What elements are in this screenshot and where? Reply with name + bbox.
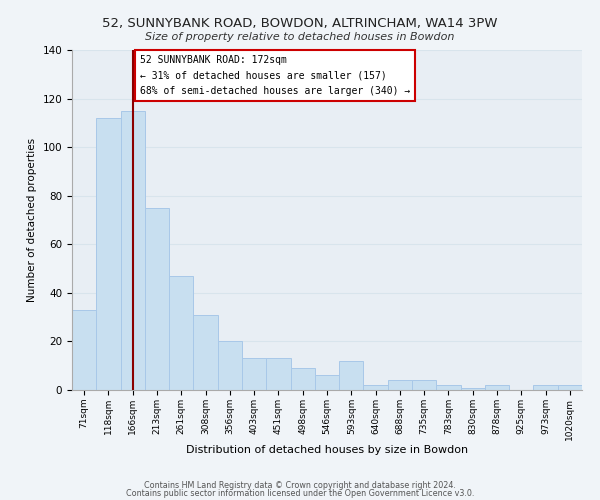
Bar: [461, 388, 485, 390]
Bar: [533, 385, 558, 390]
Bar: [485, 385, 509, 390]
Bar: [364, 385, 388, 390]
Bar: [266, 358, 290, 390]
Bar: [388, 380, 412, 390]
Bar: [558, 385, 582, 390]
Bar: [169, 276, 193, 390]
Bar: [96, 118, 121, 390]
Text: 52 SUNNYBANK ROAD: 172sqm
← 31% of detached houses are smaller (157)
68% of semi: 52 SUNNYBANK ROAD: 172sqm ← 31% of detac…: [140, 55, 410, 96]
Y-axis label: Number of detached properties: Number of detached properties: [27, 138, 37, 302]
X-axis label: Distribution of detached houses by size in Bowdon: Distribution of detached houses by size …: [186, 445, 468, 455]
Bar: [315, 376, 339, 390]
Bar: [339, 361, 364, 390]
Bar: [242, 358, 266, 390]
Text: Contains HM Land Registry data © Crown copyright and database right 2024.: Contains HM Land Registry data © Crown c…: [144, 480, 456, 490]
Text: Size of property relative to detached houses in Bowdon: Size of property relative to detached ho…: [145, 32, 455, 42]
Bar: [145, 208, 169, 390]
Bar: [290, 368, 315, 390]
Bar: [193, 314, 218, 390]
Bar: [121, 110, 145, 390]
Bar: [72, 310, 96, 390]
Bar: [436, 385, 461, 390]
Text: Contains public sector information licensed under the Open Government Licence v3: Contains public sector information licen…: [126, 489, 474, 498]
Bar: [218, 342, 242, 390]
Bar: [412, 380, 436, 390]
Text: 52, SUNNYBANK ROAD, BOWDON, ALTRINCHAM, WA14 3PW: 52, SUNNYBANK ROAD, BOWDON, ALTRINCHAM, …: [102, 18, 498, 30]
